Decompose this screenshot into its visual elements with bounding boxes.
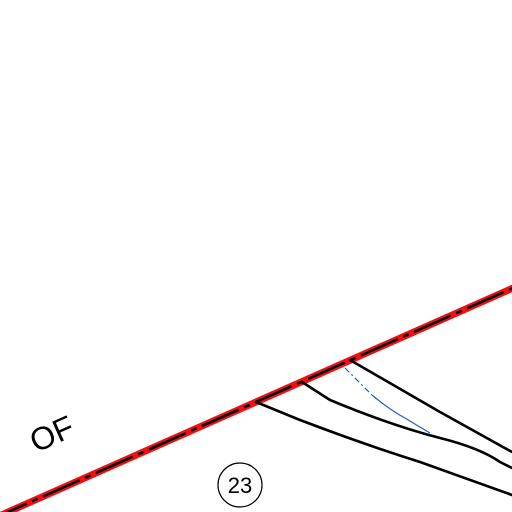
parcel-circle	[217, 462, 263, 508]
road-line-outer	[254, 400, 512, 497]
stream-dashed-segment	[344, 367, 373, 396]
parcel-number-marker: 23	[217, 462, 263, 508]
road-line-inner	[348, 358, 512, 454]
road-line-middle	[300, 380, 512, 470]
parcel-number-text: 23	[228, 473, 252, 498]
stream-line	[344, 367, 431, 434]
stream-solid-segment	[371, 394, 431, 434]
road-lines	[254, 358, 512, 497]
